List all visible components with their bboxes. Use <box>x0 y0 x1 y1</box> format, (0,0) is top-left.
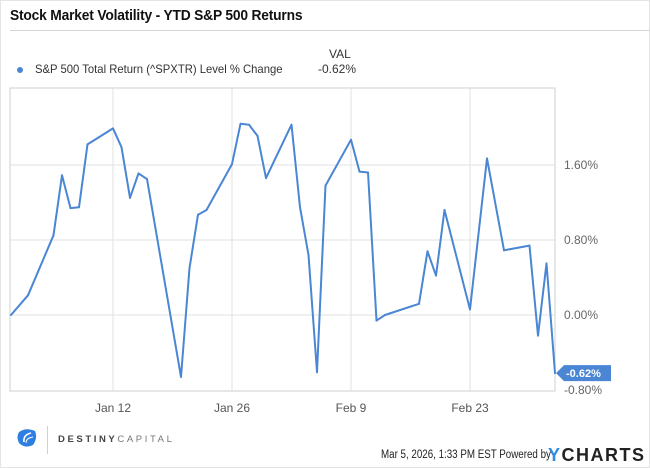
data-point <box>375 319 378 322</box>
legend-series-dot-icon <box>17 67 23 73</box>
y-tick-label: -0.80% <box>564 383 602 397</box>
destiny-logo-icon <box>17 429 37 447</box>
line-chart: Jan 12 Jan 26 Feb 9 Feb 23 1.60% 0.80% 0.00% -… <box>9 87 611 415</box>
data-point <box>350 138 352 141</box>
data-point <box>290 123 293 126</box>
data-point <box>358 170 361 173</box>
plot-border <box>9 87 556 392</box>
data-point <box>265 177 267 180</box>
data-point <box>120 146 123 149</box>
data-point <box>426 250 429 253</box>
data-point <box>197 213 199 216</box>
series-line <box>10 122 556 378</box>
data-point <box>528 244 531 247</box>
data-point <box>316 371 318 374</box>
ycharts-y: Y <box>548 445 562 465</box>
data-point <box>367 171 369 174</box>
last-value-label: -0.62% <box>566 368 601 380</box>
data-point <box>256 134 259 137</box>
brand-bold: DESTINY <box>58 434 118 445</box>
data-point <box>537 334 539 337</box>
data-point <box>52 234 55 237</box>
data-point <box>545 262 548 265</box>
data-point <box>129 196 131 199</box>
timestamp-text: Mar 5, 2026, 1:33 PM EST <box>381 449 497 461</box>
y-axis-ticks: 1.60% 0.80% 0.00% -0.80% <box>564 158 602 397</box>
data-point <box>486 157 488 160</box>
logo-divider <box>47 426 48 454</box>
data-point <box>299 206 301 209</box>
data-point <box>307 254 310 256</box>
data-point <box>137 172 140 175</box>
data-point <box>69 207 72 210</box>
x-tick-label: Jan 12 <box>95 401 131 415</box>
destiny-capital-logo <box>16 428 38 453</box>
legend-series-label[interactable]: S&P 500 Total Return (^SPXTR) Level % Ch… <box>35 62 283 76</box>
data-point <box>324 184 327 187</box>
chart-title: Stock Market Volatility - YTD S&P 500 Re… <box>10 7 303 24</box>
legend-series-value: -0.62% <box>318 62 357 76</box>
data-point <box>418 302 420 305</box>
data-point <box>469 308 471 311</box>
title-divider <box>10 30 650 31</box>
data-point <box>188 267 191 270</box>
y-tick-label: 1.60% <box>564 158 598 172</box>
x-tick-label: Feb 23 <box>451 401 489 415</box>
legend-column-header: VAL <box>329 47 351 61</box>
brand-light: CAPITAL <box>117 434 175 445</box>
grid-lines <box>10 88 555 391</box>
y-tick-label: 0.80% <box>564 233 598 247</box>
data-point <box>180 375 182 378</box>
data-point <box>239 122 242 125</box>
data-point <box>231 163 233 166</box>
data-points <box>10 122 556 378</box>
destiny-capital-wordmark: DESTINYCAPITAL <box>58 434 174 445</box>
data-point <box>10 314 12 316</box>
x-axis-ticks: Jan 12 Jan 26 Feb 9 Feb 23 <box>95 401 489 415</box>
x-tick-label: Feb 9 <box>336 401 367 415</box>
data-point <box>384 314 386 316</box>
data-point <box>78 206 80 209</box>
data-point <box>503 249 505 252</box>
x-tick-label: Jan 26 <box>214 401 250 415</box>
data-point <box>86 143 89 146</box>
last-value-flag: -0.62% <box>556 365 611 382</box>
powered-by-text: Powered by <box>499 449 551 461</box>
data-point <box>248 123 250 126</box>
data-point <box>27 294 29 297</box>
data-point <box>146 178 148 181</box>
y-tick-label: 0.00% <box>564 308 598 322</box>
ycharts-logo[interactable]: YCHARTS <box>548 445 646 466</box>
data-point <box>443 209 446 211</box>
ycharts-rest: CHARTS <box>561 445 646 465</box>
footer-timestamp: Mar 5, 2026, 1:33 PM EST Powered by <box>381 449 551 461</box>
data-point <box>435 274 437 277</box>
data-point <box>61 174 63 177</box>
data-point <box>112 127 114 130</box>
data-point <box>205 209 208 211</box>
data-point <box>554 372 556 375</box>
last-value-flag-shape <box>556 365 611 382</box>
